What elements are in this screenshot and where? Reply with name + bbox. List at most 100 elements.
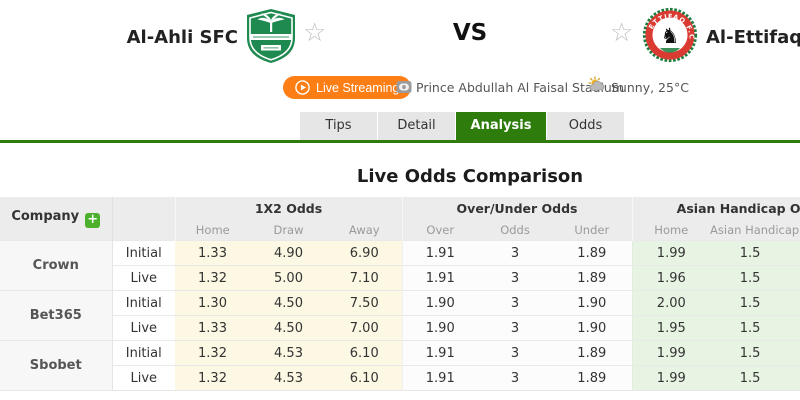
add-company-button[interactable]: + — [85, 212, 101, 228]
odds-value: 1.90 — [552, 290, 633, 316]
home-team-favorite-star-icon[interactable]: ☆ — [303, 18, 327, 48]
odds-state: Live — [112, 365, 175, 391]
company-header-label: Company — [11, 209, 80, 225]
away-team-favorite-star-icon[interactable]: ☆ — [610, 18, 634, 48]
col-header-under: Under — [552, 219, 633, 241]
odds-value: 1.95 — [631, 315, 711, 341]
odds-value: 1.90 — [552, 315, 633, 341]
col-header-1x2-home: Home — [174, 219, 250, 241]
odds-value: 1.5 — [710, 290, 791, 316]
odds-value: 1.99 — [631, 240, 711, 266]
odds-value: 1.5 — [710, 315, 791, 341]
odds-value: 3 — [478, 290, 553, 316]
odds-value: 7.10 — [327, 265, 403, 291]
odds-value: 6.10 — [327, 340, 403, 366]
tab-odds[interactable]: Odds — [547, 112, 624, 140]
odds-value: 3 — [478, 265, 553, 291]
company-name: Sbobet — [0, 340, 113, 391]
odds-value: 1.89 — [552, 265, 633, 291]
odds-value: 4.50 — [250, 290, 327, 316]
group-header-asian-handicap: Asian Handicap Odds — [631, 197, 800, 219]
odds-value: 1.89 — [552, 340, 633, 366]
away-team-name[interactable]: Al-Ettifaq — [706, 27, 800, 48]
odds-value: 1.32 — [175, 340, 250, 366]
col-header-ah-line: Asian Handicap — [710, 219, 799, 241]
table-row: Crown Initial 1.33 4.90 6.90 1.91 3 1.89… — [0, 240, 800, 291]
odds-value: 1.89 — [552, 240, 633, 266]
odds-value: 1.5 — [710, 365, 791, 391]
company-name: Bet365 — [0, 290, 113, 341]
odds-state: Live — [112, 265, 175, 291]
odds-value: 3 — [478, 365, 553, 391]
odds-state: Initial — [112, 290, 175, 316]
odds-value: 1.90 — [401, 315, 479, 341]
odds-value: 1.33 — [175, 240, 250, 266]
odds-value: 3 — [478, 240, 553, 266]
tab-analysis[interactable]: Analysis — [456, 112, 546, 140]
odds-value-cut — [790, 365, 800, 391]
odds-value: 1.90 — [401, 290, 479, 316]
match-tabs: Tips Detail Analysis Odds — [300, 112, 624, 140]
section-title: Live Odds Comparison — [356, 166, 584, 187]
table-row: Live 1.32 5.00 7.10 1.91 3 1.89 1.96 1.5 — [0, 265, 800, 291]
odds-value: 4.53 — [250, 365, 327, 391]
odds-value-cut — [790, 340, 800, 366]
odds-value: 1.91 — [401, 265, 479, 291]
table-row: Live 1.33 4.50 7.00 1.90 3 1.90 1.95 1.5 — [0, 315, 800, 341]
group-header-over-under: Over/Under Odds — [401, 197, 633, 219]
col-header-1x2-draw: Draw — [250, 219, 327, 241]
odds-value: 1.32 — [175, 265, 250, 291]
play-icon — [295, 80, 310, 95]
stadium-icon — [396, 79, 412, 98]
odds-state: Initial — [112, 240, 175, 266]
odds-value: 3 — [478, 315, 553, 341]
state-column-header — [112, 197, 175, 241]
home-team-name[interactable]: Al-Ahli SFC — [126, 27, 238, 48]
weather-icon — [587, 76, 608, 98]
col-header-ah-away-cut — [790, 219, 800, 241]
odds-value: 7.00 — [327, 315, 403, 341]
group-header-1x2: 1X2 Odds — [174, 197, 403, 219]
odds-value: 4.53 — [250, 340, 327, 366]
odds-value: 1.96 — [631, 265, 711, 291]
odds-value: 4.50 — [250, 315, 327, 341]
odds-value: 3 — [478, 340, 553, 366]
away-team-badge-icon: ETTIFAQ F.C ♞ — [642, 7, 698, 67]
tab-tips[interactable]: Tips — [300, 112, 377, 140]
weather-text: Sunny, 25°C — [611, 80, 689, 95]
col-header-odds: Odds — [478, 219, 553, 241]
odds-value-cut — [790, 240, 800, 266]
company-name: Crown — [0, 240, 113, 291]
odds-value: 1.5 — [710, 265, 791, 291]
tab-detail[interactable]: Detail — [378, 112, 455, 140]
odds-value: 1.91 — [401, 240, 479, 266]
odds-value: 7.50 — [327, 290, 403, 316]
odds-value: 1.5 — [710, 340, 791, 366]
odds-value: 6.90 — [327, 240, 403, 266]
odds-value: 1.91 — [401, 365, 479, 391]
odds-value: 4.90 — [250, 240, 327, 266]
odds-state: Live — [112, 315, 175, 341]
odds-value: 1.91 — [401, 340, 479, 366]
odds-value: 1.99 — [631, 340, 711, 366]
odds-value-cut — [790, 290, 800, 316]
table-row: Sbobet Initial 1.32 4.53 6.10 1.91 3 1.8… — [0, 340, 800, 391]
odds-value: 1.89 — [552, 365, 633, 391]
tab-underline-bar — [0, 140, 800, 143]
odds-value: 1.99 — [631, 365, 711, 391]
vs-label: VS — [452, 20, 488, 46]
home-team-badge-icon — [244, 8, 298, 68]
table-row: Live 1.32 4.53 6.10 1.91 3 1.89 1.99 1.5 — [0, 365, 800, 391]
live-streaming-button[interactable]: Live Streaming — [283, 76, 412, 99]
company-column-header: Company + — [0, 197, 113, 241]
odds-value: 6.10 — [327, 365, 403, 391]
live-streaming-label: Live Streaming — [316, 80, 400, 95]
col-header-1x2-away: Away — [327, 219, 403, 241]
odds-value: 1.5 — [710, 240, 791, 266]
table-row: Bet365 Initial 1.30 4.50 7.50 1.90 3 1.9… — [0, 290, 800, 341]
odds-state: Initial — [112, 340, 175, 366]
odds-value: 1.30 — [175, 290, 250, 316]
stadium-name: Prince Abdullah Al Faisal Stadium — [416, 80, 625, 95]
odds-value: 2.00 — [631, 290, 711, 316]
